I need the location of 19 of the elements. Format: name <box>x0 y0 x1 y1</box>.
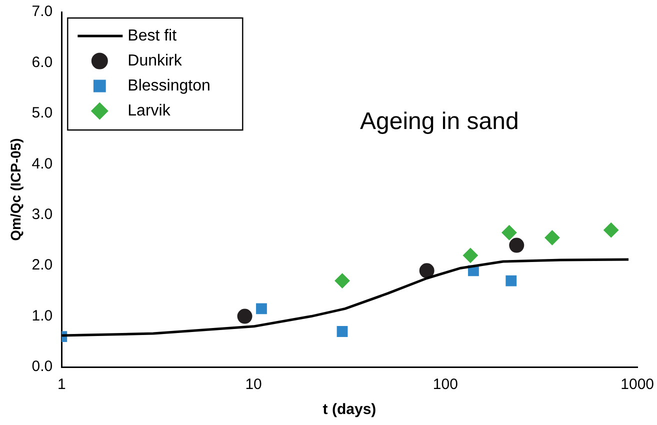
x-tick-label: 10 <box>245 376 262 394</box>
x-tick-label: 100 <box>432 376 458 394</box>
x-tick-label: 1 <box>57 376 66 394</box>
legend-label: Dunkirk <box>128 52 183 70</box>
x-tick-label: 1000 <box>620 376 654 394</box>
y-tick-label: 6.0 <box>32 54 53 71</box>
y-tick-label: 7.0 <box>32 3 53 20</box>
legend-label: Larvik <box>128 102 172 120</box>
y-tick-label: 4.0 <box>32 155 53 172</box>
y-axis-title: Qm/Qc (ICP-05) <box>7 138 24 241</box>
y-tick-label: 2.0 <box>32 256 53 274</box>
legend-label: Best fit <box>128 27 178 44</box>
y-tick-label: 5.0 <box>32 104 53 122</box>
annotation: Ageing in sand <box>360 108 519 136</box>
y-tick-label: 0.0 <box>32 358 53 376</box>
y-tick-label: 1.0 <box>32 307 53 324</box>
legend-label: Blessington <box>128 77 210 94</box>
y-tick-label: 3.0 <box>32 206 53 223</box>
x-axis-title: t (days) <box>322 401 376 418</box>
